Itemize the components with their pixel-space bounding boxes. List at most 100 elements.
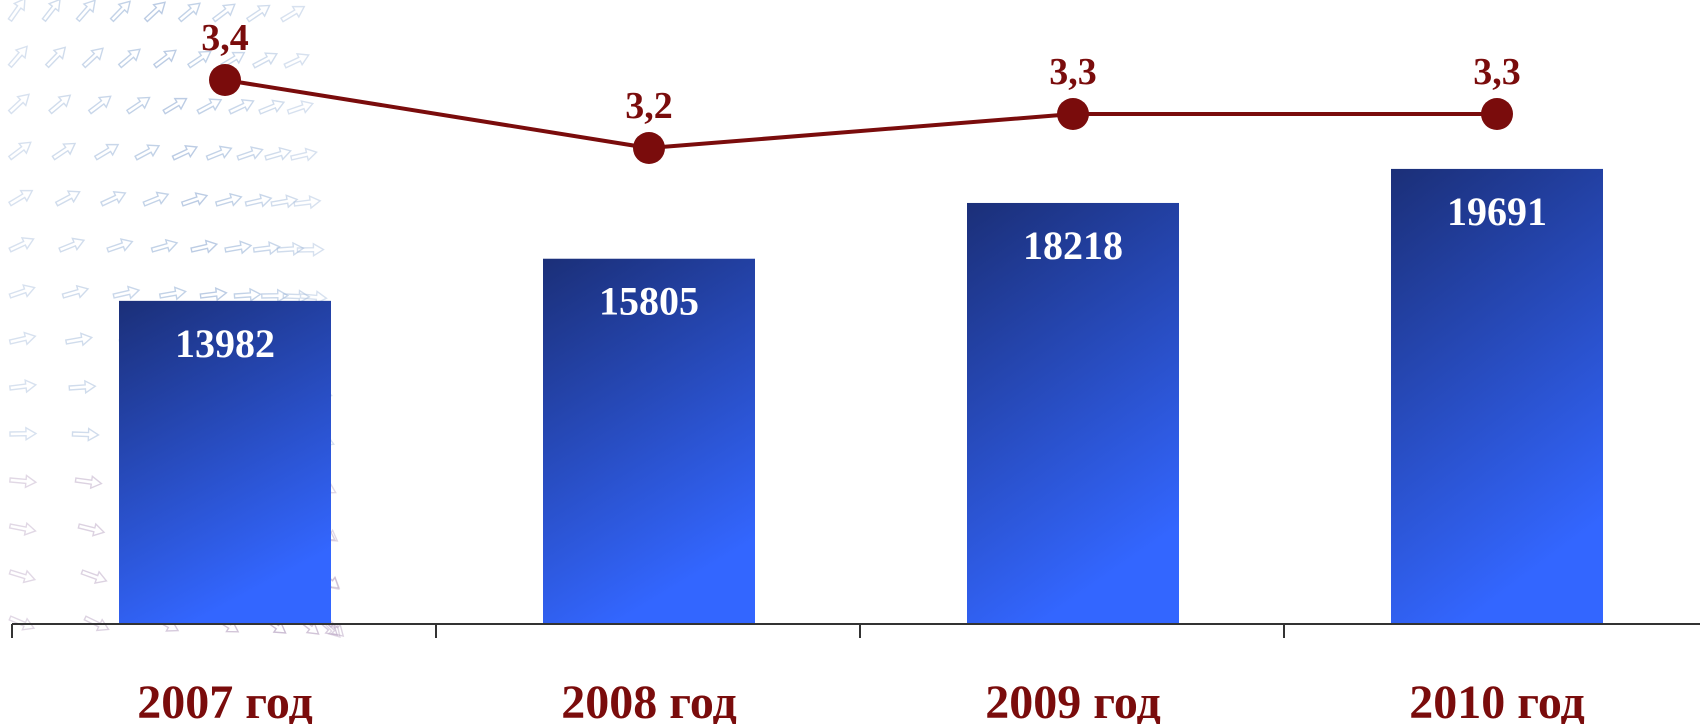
arrow-decoration-icon	[196, 98, 223, 115]
arrow-shape	[7, 0, 26, 23]
arrow-decoration-icon	[162, 97, 188, 115]
bar-value-label: 13982	[175, 321, 275, 366]
arrow-decoration-icon	[48, 94, 72, 115]
arrow-shape	[54, 190, 81, 207]
arrow-shape	[142, 191, 170, 207]
line-point	[1481, 98, 1513, 130]
labels-layer: 13982 15805 18218 19691 2007 год 2008 год 2009…	[137, 17, 1585, 724]
arrow-shape	[270, 194, 299, 209]
arrow-shape	[214, 192, 243, 207]
line-series	[209, 64, 1513, 164]
arrow-shape	[8, 331, 37, 346]
arrow-decoration-icon	[8, 189, 34, 207]
arrow-decoration-icon	[186, 50, 212, 69]
arrow-shape	[224, 240, 253, 255]
arrow-decoration-icon	[286, 100, 315, 115]
bar	[967, 202, 1179, 624]
arrow-decoration-icon	[80, 569, 108, 585]
x-tick-label: 2009 год	[985, 676, 1161, 724]
arrow-decoration-icon	[190, 239, 219, 254]
bar	[543, 258, 755, 624]
arrow-decoration-icon	[68, 379, 97, 395]
arrow-shape	[8, 189, 34, 207]
arrow-decoration-icon	[51, 142, 77, 161]
arrow-shape	[80, 569, 108, 585]
arrow-decoration-icon	[296, 242, 325, 257]
line-point	[633, 132, 665, 164]
arrow-decoration-icon	[283, 52, 310, 69]
arrow-shape	[177, 2, 201, 23]
arrow-shape	[75, 0, 96, 23]
arrow-decoration-icon	[134, 144, 161, 161]
arrow-decoration-icon	[244, 193, 273, 208]
arrow-decoration-icon	[280, 5, 306, 23]
bar-value-label: 19691	[1447, 189, 1547, 234]
arrow-shape	[106, 238, 134, 253]
arrow-shape	[261, 288, 290, 303]
arrow-decoration-icon	[75, 0, 96, 23]
arrow-decoration-icon	[125, 96, 151, 115]
arrow-decoration-icon	[54, 190, 81, 207]
arrow-shape	[8, 569, 37, 584]
arrow-shape	[258, 99, 286, 115]
arrow-shape	[9, 426, 38, 441]
arrow-decoration-icon	[8, 569, 37, 584]
arrow-shape	[8, 236, 35, 253]
arrow-shape	[81, 47, 104, 69]
bar-series	[119, 168, 1603, 624]
arrow-shape	[143, 1, 167, 23]
arrow-decoration-icon	[7, 93, 31, 115]
arrow-shape	[264, 146, 292, 161]
arrow-shape	[7, 141, 32, 161]
arrow-shape	[299, 290, 328, 305]
arrow-decoration-icon	[143, 1, 167, 23]
arrow-shape	[58, 237, 86, 253]
arrow-shape	[74, 474, 103, 490]
arrow-shape	[286, 100, 315, 115]
arrow-decoration-icon	[109, 0, 132, 23]
arrow-shape	[205, 145, 233, 161]
arrow-decoration-icon	[211, 3, 236, 23]
arrow-shape	[196, 98, 223, 115]
arrow-decoration-icon	[106, 238, 134, 253]
arrow-shape	[276, 241, 305, 257]
arrow-decoration-icon	[74, 474, 103, 490]
x-tick-label: 2007 год	[137, 676, 313, 724]
arrow-decoration-icon	[299, 290, 328, 305]
arrow-decoration-icon	[77, 522, 106, 537]
arrow-shape	[236, 146, 264, 161]
arrow-decoration-icon	[233, 287, 262, 303]
arrow-decoration-icon	[87, 95, 112, 115]
arrow-shape	[134, 144, 161, 161]
arrow-decoration-icon	[293, 194, 322, 210]
arrow-decoration-icon	[44, 46, 67, 69]
arrow-shape	[158, 286, 187, 301]
arrow-decoration-icon	[171, 144, 199, 161]
arrow-shape	[77, 522, 106, 537]
arrow-decoration-icon	[245, 4, 271, 23]
arrow-shape	[280, 5, 306, 23]
arrow-shape	[8, 521, 37, 537]
arrow-shape	[233, 287, 262, 303]
bar-value-label: 15805	[599, 279, 699, 324]
arrow-shape	[190, 239, 219, 254]
arrow-decoration-icon	[61, 284, 90, 299]
arrow-decoration-icon	[258, 99, 286, 115]
arrow-decoration-icon	[205, 145, 233, 161]
arrow-decoration-icon	[224, 240, 253, 255]
line-point	[209, 64, 241, 96]
arrow-decoration-icon	[270, 194, 299, 209]
arrow-shape	[100, 190, 127, 207]
arrow-shape	[150, 238, 179, 253]
x-tick-label: 2008 год	[561, 676, 737, 724]
arrow-decoration-icon	[261, 288, 290, 303]
arrow-shape	[211, 3, 236, 23]
x-tick-label: 2010 год	[1409, 676, 1585, 724]
arrow-decoration-icon	[150, 238, 179, 253]
arrow-decoration-icon	[7, 45, 28, 69]
arrow-decoration-icon	[64, 332, 94, 347]
arrow-shape	[283, 52, 310, 69]
arrow-shape	[41, 0, 61, 23]
arrow-shape	[109, 0, 132, 23]
